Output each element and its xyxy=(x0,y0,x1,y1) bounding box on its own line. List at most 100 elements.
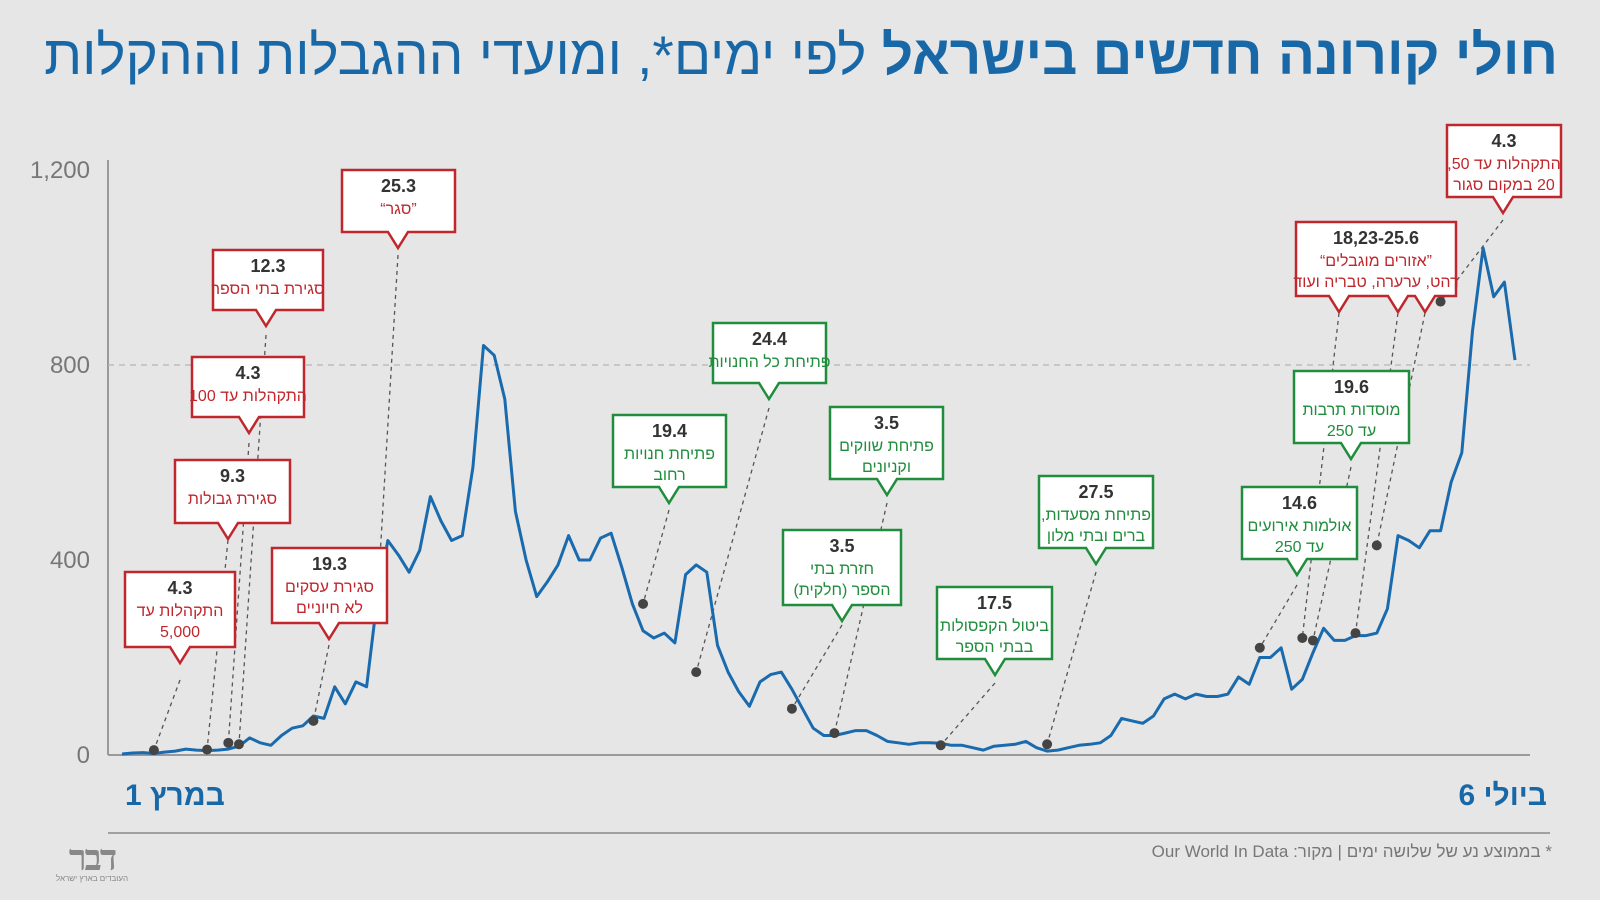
callout-box xyxy=(1037,474,1155,567)
annotation-marker xyxy=(691,667,702,678)
callout-text: עד 250 xyxy=(1327,423,1376,440)
chart-title-regular: לפי ימים*, ומועדי ההגבלות וההקלות xyxy=(44,24,867,86)
callout-text: פתיחת חנויות xyxy=(624,446,715,463)
logo-mark: דבר xyxy=(68,837,117,879)
callout-box xyxy=(123,570,237,666)
annotation-callout-restriction: 9.3 סגירת גבולות xyxy=(173,458,292,542)
annotation-leader xyxy=(695,407,770,673)
annotation-leader xyxy=(791,624,843,710)
callout-box xyxy=(173,458,292,542)
callout-date: 3.5 xyxy=(874,413,899,433)
axes xyxy=(107,160,1530,756)
callout-box xyxy=(781,528,903,624)
callout-box xyxy=(211,248,325,329)
callout-text: 20 במקום סגור xyxy=(1453,177,1555,194)
callout-text: אולמות אירועים xyxy=(1248,517,1352,535)
callout-text: עד 250 xyxy=(1275,539,1324,556)
callout-date: 3.5 xyxy=(829,536,854,556)
callout-box xyxy=(190,355,306,436)
annotation-marker xyxy=(148,745,159,756)
y-tick-label: 0 xyxy=(77,742,90,769)
logo-tagline: העובדים בארץ ישראל xyxy=(55,874,129,883)
annotation-callout-easing: 17.5 ביטול הקפסולות בבתי הספר xyxy=(935,585,1054,678)
callout-date: 4.3 xyxy=(235,363,260,383)
callout-box xyxy=(1292,369,1411,462)
callout-text: סגירת עסקים xyxy=(285,579,374,596)
callout-date: 24.4 xyxy=(752,329,787,349)
callout-text: סגירת גבולות xyxy=(188,490,277,508)
callout-text: בבתי הספר xyxy=(956,639,1034,656)
callout-date: 18,23-25.6 xyxy=(1333,228,1419,248)
x-end-label: 6 ביולי xyxy=(1458,779,1547,812)
callout-text: 5,000 xyxy=(160,624,200,641)
footer-divider xyxy=(108,832,1550,834)
x-start-label: 1 במרץ xyxy=(125,779,225,812)
callout-text: הספר (חלקית) xyxy=(793,581,890,599)
annotation-marker xyxy=(1307,635,1318,646)
callout-text: ”אזורים מוגבלים“ xyxy=(1320,252,1432,270)
callout-text: סגירת בתי הספר xyxy=(212,281,325,298)
annotation-leader xyxy=(940,682,996,746)
callout-date: 19.6 xyxy=(1334,377,1369,397)
callout-text: פתיחת מסעדות, xyxy=(1041,507,1151,524)
callout-text: פתיחת כל החנויות xyxy=(708,353,830,371)
y-tick-labels: 0 400 800 1,200 xyxy=(30,157,90,769)
callout-text: התקהלות עד xyxy=(137,602,224,620)
annotation-leader xyxy=(1301,312,1340,639)
y-tick-label: 400 xyxy=(50,547,90,574)
callout-date: 25.3 xyxy=(381,176,416,196)
annotation-marker xyxy=(1297,633,1308,643)
callout-box xyxy=(1294,220,1458,315)
callout-text: ברים ובתי מלון xyxy=(1047,527,1146,545)
annotation-callouts: 4.3 התקהלות עד 5,000 9.3 סגירת גבולות 4.3 התקה… xyxy=(123,123,1563,678)
annotation-marker xyxy=(829,728,840,739)
callout-date: 9.3 xyxy=(220,466,245,486)
annotation-callout-restriction: 4.3 התקהלות עד 50, 20 במקום סגור xyxy=(1445,123,1563,216)
callout-text: וקניונים xyxy=(862,459,911,476)
callout-box xyxy=(711,321,828,402)
callout-box xyxy=(1445,123,1563,216)
callout-date: 19.4 xyxy=(652,421,687,441)
callout-box xyxy=(611,413,728,506)
callout-date: 17.5 xyxy=(977,593,1012,613)
annotation-leader xyxy=(1354,312,1399,634)
annotation-callout-restriction: 12.3 סגירת בתי הספר xyxy=(211,248,325,329)
callout-text: רהט, ערערה, טבריה ועוד xyxy=(1293,274,1458,291)
annotation-callout-restriction: 25.3 ”סגר“ xyxy=(340,168,457,251)
annotation-callout-easing: 3.5 פתיחת שווקים וקניונים xyxy=(828,405,945,498)
callout-date: 4.3 xyxy=(167,578,192,598)
annotation-marker xyxy=(1435,296,1446,307)
callout-text: ביטול הקפסולות xyxy=(940,617,1049,635)
callout-box xyxy=(935,585,1054,678)
annotation-marker xyxy=(1371,540,1382,551)
callout-text: התקהלות עד 100 xyxy=(189,387,307,405)
y-tick-label: 800 xyxy=(50,352,90,379)
annotation-marker xyxy=(202,744,213,755)
callout-box xyxy=(828,405,945,498)
chart-title: חולי קורונה חדשים בישראל לפי ימים*, ומוע… xyxy=(44,20,1558,90)
annotation-leader xyxy=(312,644,330,722)
annotation-callout-restriction: 19.3 סגירת עסקים לא חיוניים xyxy=(270,546,389,642)
callout-date: 19.3 xyxy=(312,554,347,574)
chart-title-bold: חולי קורונה חדשים בישראל xyxy=(881,24,1558,86)
annotation-marker xyxy=(935,740,946,751)
callout-text: מוסדות תרבות xyxy=(1302,402,1400,419)
annotation-leader xyxy=(376,254,399,604)
annotation-callout-restriction: 4.3 התקהלות עד 100 xyxy=(189,355,307,436)
annotation-leaders xyxy=(153,219,1504,751)
callout-text: פתיחת שווקים xyxy=(839,438,934,455)
callout-box xyxy=(270,546,389,642)
annotation-callout-easing: 24.4 פתיחת כל החנויות xyxy=(708,321,831,402)
callout-date: 27.5 xyxy=(1078,482,1113,502)
annotation-leader xyxy=(1440,219,1504,303)
annotation-marker xyxy=(1254,642,1265,653)
callout-text: התקהלות עד 50, xyxy=(1447,155,1560,173)
callout-text: חזרת בתי xyxy=(810,561,874,578)
annotation-callout-easing: 14.6 אולמות אירועים עד 250 xyxy=(1240,485,1359,578)
annotation-marker xyxy=(638,598,649,609)
davar-logo: דבר העובדים בארץ ישראל xyxy=(52,837,132,886)
annotation-marker xyxy=(786,703,797,714)
callout-text: לא חיוניים xyxy=(296,599,363,617)
callout-text: ”סגר“ xyxy=(380,201,416,218)
